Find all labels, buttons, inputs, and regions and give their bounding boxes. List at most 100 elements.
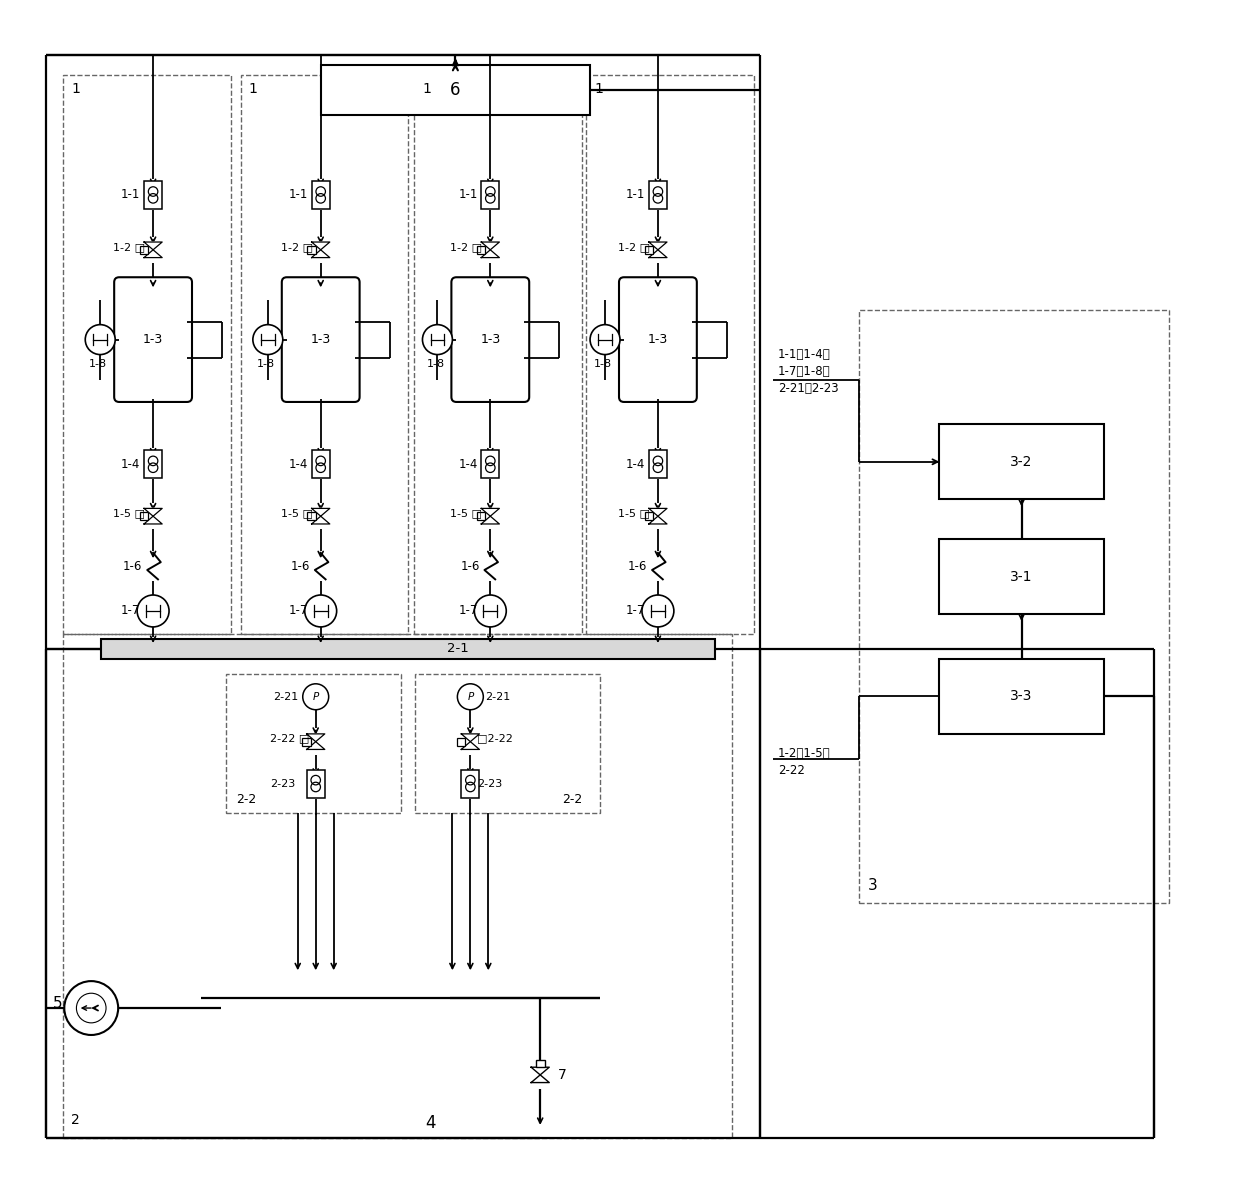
Polygon shape bbox=[144, 509, 162, 516]
Text: P: P bbox=[312, 691, 319, 702]
Bar bbox=[308, 512, 316, 521]
Text: 1-6: 1-6 bbox=[460, 560, 480, 573]
Text: 1-7: 1-7 bbox=[626, 604, 645, 617]
Circle shape bbox=[423, 325, 453, 355]
Text: 1-5 □: 1-5 □ bbox=[280, 509, 312, 518]
Circle shape bbox=[475, 595, 506, 627]
Text: 1-2 □: 1-2 □ bbox=[450, 242, 482, 252]
Polygon shape bbox=[144, 250, 162, 258]
Bar bbox=[308, 246, 316, 254]
Text: 1-1: 1-1 bbox=[289, 189, 309, 202]
Text: 1-4: 1-4 bbox=[122, 457, 140, 470]
Text: 1: 1 bbox=[423, 82, 432, 97]
Text: 1: 1 bbox=[71, 82, 81, 97]
Text: 1-8: 1-8 bbox=[594, 358, 613, 369]
Text: 1-8: 1-8 bbox=[89, 358, 108, 369]
Polygon shape bbox=[481, 242, 500, 250]
Bar bbox=[63, 634, 732, 1138]
Bar bbox=[649, 181, 667, 209]
Polygon shape bbox=[144, 242, 162, 250]
Text: 1-2 □: 1-2 □ bbox=[280, 242, 312, 252]
Bar bbox=[461, 770, 479, 798]
Text: 1-5 □: 1-5 □ bbox=[450, 509, 482, 518]
Bar bbox=[939, 540, 1104, 614]
Polygon shape bbox=[306, 741, 325, 750]
Polygon shape bbox=[481, 509, 500, 516]
Text: 1-4: 1-4 bbox=[626, 457, 645, 470]
Text: 2-1: 2-1 bbox=[446, 642, 469, 656]
Bar bbox=[649, 450, 667, 479]
Bar bbox=[102, 639, 714, 659]
Polygon shape bbox=[649, 250, 667, 258]
Text: 2-2: 2-2 bbox=[236, 793, 257, 806]
Bar bbox=[144, 181, 162, 209]
Bar bbox=[241, 75, 408, 634]
Text: 1-7、1-8、: 1-7、1-8、 bbox=[777, 365, 831, 378]
Text: 1-1: 1-1 bbox=[626, 189, 645, 202]
Circle shape bbox=[458, 684, 484, 709]
Text: 5: 5 bbox=[53, 996, 63, 1010]
Bar bbox=[645, 512, 653, 521]
Text: 1-2 □: 1-2 □ bbox=[113, 242, 145, 252]
Bar bbox=[414, 75, 582, 634]
Text: 1: 1 bbox=[249, 82, 258, 97]
Bar bbox=[477, 246, 485, 254]
Bar bbox=[415, 673, 600, 813]
Text: 1-3: 1-3 bbox=[647, 333, 668, 346]
Text: 1-2、1-5、: 1-2、1-5、 bbox=[777, 747, 831, 761]
Text: 1: 1 bbox=[594, 82, 603, 97]
FancyBboxPatch shape bbox=[114, 277, 192, 402]
Text: 1-5 □: 1-5 □ bbox=[113, 509, 145, 518]
Polygon shape bbox=[461, 734, 480, 741]
Polygon shape bbox=[311, 250, 330, 258]
Circle shape bbox=[590, 325, 620, 355]
Text: 3-3: 3-3 bbox=[1011, 689, 1033, 703]
Text: 1-1: 1-1 bbox=[459, 189, 477, 202]
Text: 6: 6 bbox=[450, 81, 460, 99]
Text: 1-7: 1-7 bbox=[459, 604, 477, 617]
Text: 1-5 □: 1-5 □ bbox=[618, 509, 650, 518]
Text: 1-3: 1-3 bbox=[143, 333, 164, 346]
Text: 1-6: 1-6 bbox=[290, 560, 310, 573]
Text: 1-7: 1-7 bbox=[122, 604, 140, 617]
Text: □2-22: □2-22 bbox=[477, 733, 513, 744]
Text: 2-21、2-23: 2-21、2-23 bbox=[777, 382, 838, 395]
Bar bbox=[140, 246, 148, 254]
Polygon shape bbox=[481, 516, 500, 524]
Bar bbox=[481, 181, 500, 209]
Bar bbox=[321, 66, 590, 115]
Polygon shape bbox=[481, 250, 500, 258]
FancyBboxPatch shape bbox=[451, 277, 529, 402]
Circle shape bbox=[303, 684, 329, 709]
Polygon shape bbox=[311, 516, 330, 524]
Circle shape bbox=[305, 595, 337, 627]
Bar bbox=[536, 1060, 544, 1067]
Bar bbox=[645, 246, 653, 254]
Bar bbox=[587, 75, 754, 634]
Text: 2-21: 2-21 bbox=[485, 691, 511, 702]
Text: 1-4: 1-4 bbox=[289, 457, 309, 470]
Text: 1-8: 1-8 bbox=[427, 358, 444, 369]
Bar bbox=[303, 738, 311, 746]
Bar bbox=[939, 659, 1104, 733]
Bar bbox=[859, 309, 1169, 904]
Polygon shape bbox=[311, 242, 330, 250]
Text: 1-4: 1-4 bbox=[459, 457, 477, 470]
Circle shape bbox=[138, 595, 169, 627]
Text: 2-23: 2-23 bbox=[477, 778, 502, 788]
Polygon shape bbox=[649, 516, 667, 524]
Bar bbox=[140, 512, 148, 521]
Bar bbox=[311, 450, 330, 479]
Text: 2-22: 2-22 bbox=[777, 764, 805, 777]
Bar bbox=[226, 673, 401, 813]
Text: P: P bbox=[467, 691, 474, 702]
Bar bbox=[939, 424, 1104, 499]
FancyBboxPatch shape bbox=[619, 277, 697, 402]
Text: 2: 2 bbox=[71, 1113, 81, 1127]
Bar bbox=[311, 181, 330, 209]
Text: 1-3: 1-3 bbox=[310, 333, 331, 346]
Bar bbox=[63, 75, 231, 634]
Bar bbox=[144, 450, 162, 479]
Text: 2-2: 2-2 bbox=[562, 793, 583, 806]
Polygon shape bbox=[306, 734, 325, 741]
